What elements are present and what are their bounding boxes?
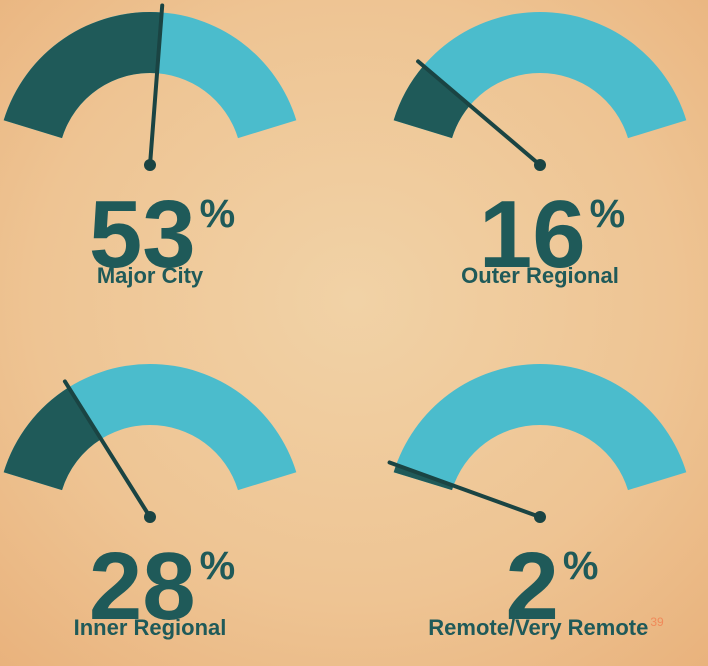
- value-unit: %: [200, 544, 236, 588]
- gauge-needle: [62, 379, 152, 519]
- category-label: Outer Regional: [461, 263, 619, 288]
- value-label: 16%: [479, 181, 625, 288]
- needle-pivot: [144, 159, 156, 171]
- value-label: 28%: [89, 533, 235, 640]
- gauge-fill: [3, 387, 102, 491]
- category-name: Outer Regional: [461, 263, 619, 288]
- category-name: Inner Regional: [74, 615, 227, 640]
- needle-pivot: [144, 511, 156, 523]
- needle-pivot: [534, 159, 546, 171]
- category-label: Major City: [97, 263, 204, 288]
- gauge-fill: [3, 12, 162, 139]
- gauge-needle: [387, 460, 542, 519]
- category-label: Inner Regional: [74, 615, 227, 640]
- category-name: Major City: [97, 263, 204, 288]
- footnote-marker: 39: [650, 615, 664, 629]
- gauge-needle: [148, 3, 165, 167]
- value-number: 53: [89, 181, 196, 288]
- needle-pivot: [534, 511, 546, 523]
- value-number: 16: [479, 181, 586, 288]
- value-unit: %: [590, 192, 626, 236]
- value-label: 2%: [506, 533, 599, 640]
- category-label: Remote/Very Remote 39: [428, 615, 664, 640]
- value-number: 2: [506, 533, 559, 640]
- gauge-fill: [393, 65, 470, 139]
- gauge-track: [393, 363, 687, 491]
- value-unit: %: [563, 544, 599, 588]
- value-unit: %: [200, 192, 236, 236]
- gauge-needle: [416, 59, 542, 167]
- value-number: 28: [89, 533, 196, 640]
- value-label: 53%: [89, 181, 235, 288]
- category-name: Remote/Very Remote: [428, 615, 648, 640]
